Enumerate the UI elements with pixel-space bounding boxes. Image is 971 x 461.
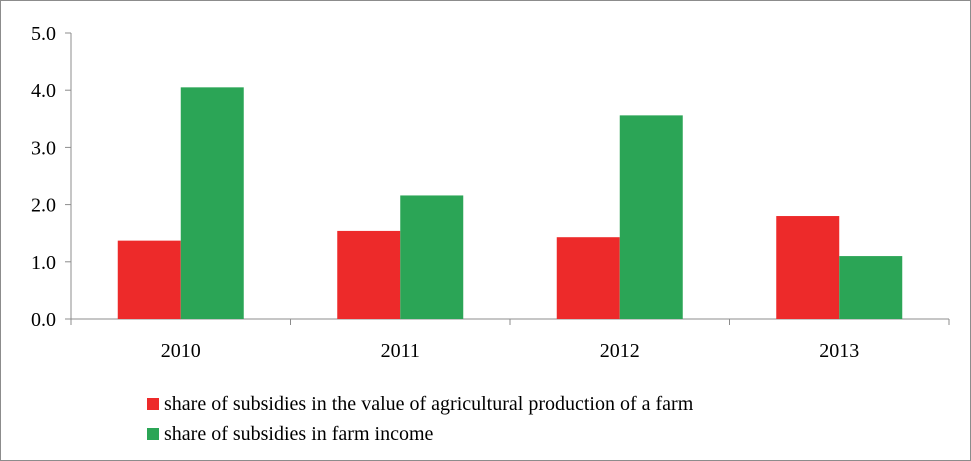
- legend-item-farm-income: share of subsidies in farm income: [147, 419, 693, 449]
- y-tick-label: 5.0: [31, 23, 56, 45]
- y-tick-label: 3.0: [31, 137, 56, 159]
- y-tick-label: 2.0: [31, 195, 56, 217]
- legend-item-production-value: share of subsidies in the value of agric…: [147, 389, 693, 419]
- x-tick-label: 2011: [381, 340, 420, 362]
- x-tick-label: 2013: [819, 340, 859, 362]
- bar-chart: 0.0 1.0 2.0 3.0 4.0 5.0 2010 2011 2012 2013: [31, 23, 950, 362]
- x-tick-label: 2010: [161, 340, 201, 362]
- y-tick-label: 0.0: [31, 309, 56, 331]
- x-tick-label: 2012: [600, 340, 640, 362]
- y-tick-label: 1.0: [31, 252, 56, 274]
- bar-farm-income-2011: [400, 195, 464, 319]
- bar-production-value-2010: [117, 240, 181, 319]
- bar-production-value-2011: [337, 230, 401, 319]
- bar-farm-income-2013: [839, 256, 903, 319]
- bar-farm-income-2012: [619, 115, 683, 319]
- y-tick-label: 4.0: [31, 80, 56, 102]
- legend-label-production-value: share of subsidies in the value of agric…: [164, 392, 694, 415]
- legend-swatch-red: [147, 398, 159, 410]
- legend: share of subsidies in the value of agric…: [147, 389, 693, 449]
- bar-production-value-2013: [776, 216, 840, 319]
- legend-label-farm-income: share of subsidies in farm income: [164, 422, 434, 445]
- bar-farm-income-2010: [180, 87, 244, 319]
- bar-production-value-2012: [556, 237, 620, 319]
- legend-swatch-green: [147, 428, 159, 440]
